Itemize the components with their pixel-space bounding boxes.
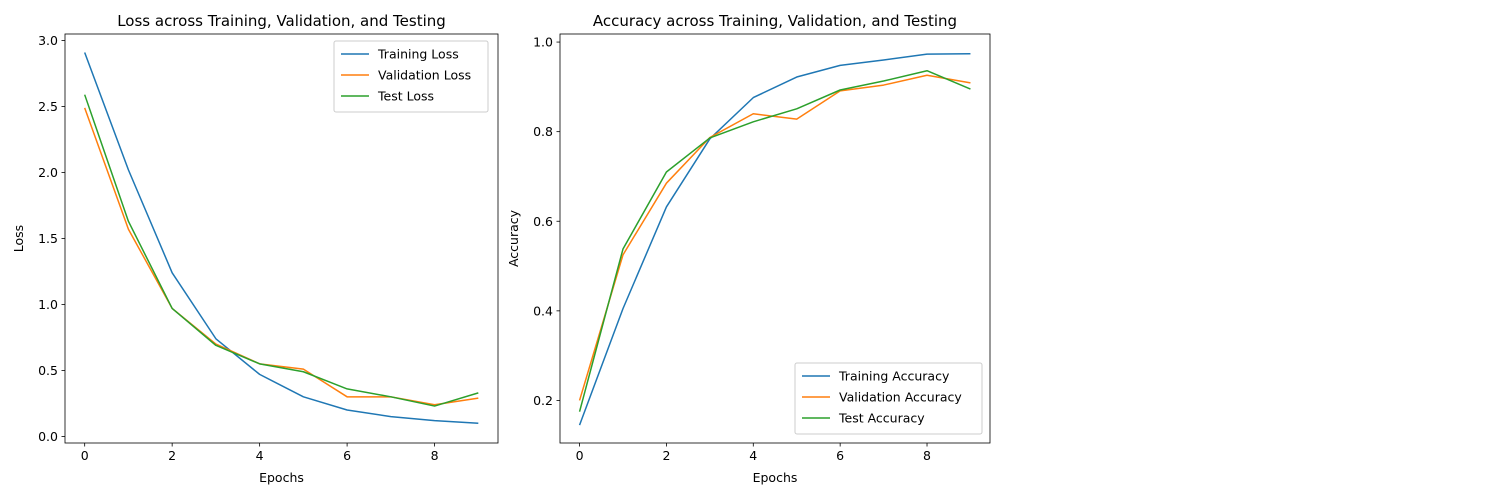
loss-y-tick-label: 2.5: [38, 99, 58, 114]
loss-x-tick-label: 0: [81, 448, 89, 463]
loss-legend-label: Training Loss: [377, 47, 459, 62]
loss-chart: Loss across Training, Validation, and Te…: [11, 12, 499, 485]
accuracy-y-tick-label: 0.4: [533, 303, 553, 318]
loss-y-axis-label: Loss: [11, 225, 26, 252]
loss-x-axis-label: Epochs: [259, 470, 304, 485]
loss-y-tick-label: 1.0: [38, 297, 58, 312]
loss-x-tick-label: 2: [168, 448, 176, 463]
loss-legend-box: [333, 40, 489, 113]
accuracy-series-line-training-accuracy: [578, 52, 971, 426]
accuracy-chart-title: Accuracy across Training, Validation, an…: [593, 12, 957, 30]
accuracy-x-tick-label: 6: [836, 448, 844, 463]
loss-x-tick-label: 6: [343, 448, 351, 463]
loss-series-line-training-loss: [83, 52, 479, 424]
accuracy-legend-label: Training Accuracy: [838, 369, 950, 384]
loss-y-tick-label: 0.0: [38, 429, 58, 444]
accuracy-chart: Accuracy across Training, Validation, an…: [506, 12, 991, 485]
accuracy-x-tick-label: 8: [923, 448, 931, 463]
loss-series-line-test-loss: [83, 94, 479, 407]
accuracy-series-line-test-accuracy: [578, 69, 971, 412]
loss-x-tick-label: 8: [431, 448, 439, 463]
accuracy-x-axis-label: Epochs: [753, 470, 798, 485]
accuracy-legend: Training Accuracy Validation Accuracy Test…: [794, 362, 983, 435]
accuracy-y-tick-label: 0.2: [533, 393, 553, 408]
accuracy-x-tick-label: 0: [576, 448, 584, 463]
accuracy-legend-box: [794, 362, 983, 435]
accuracy-plot-frame: [559, 33, 991, 444]
accuracy-legend-label: Validation Accuracy: [839, 390, 962, 405]
accuracy-x-tick-label: 4: [749, 448, 757, 463]
loss-x-tick-label: 4: [256, 448, 264, 463]
accuracy-y-tick-label: 0.6: [533, 214, 553, 229]
loss-y-tick-label: 0.5: [38, 363, 58, 378]
accuracy-series-line-validation-accuracy: [578, 74, 971, 401]
loss-y-tick-label: 3.0: [38, 33, 58, 48]
accuracy-y-axis-label: Accuracy: [506, 209, 521, 267]
loss-legend: Training Loss Validation Loss Test Loss: [333, 40, 489, 113]
accuracy-y-tick-label: 1.0: [533, 35, 553, 50]
loss-legend-label: Test Loss: [377, 89, 434, 104]
loss-y-tick-label: 2.0: [38, 165, 58, 180]
accuracy-legend-label: Test Accuracy: [838, 411, 925, 426]
loss-chart-title: Loss across Training, Validation, and Te…: [117, 12, 446, 30]
accuracy-y-tick-label: 0.8: [533, 124, 553, 139]
accuracy-x-tick-label: 2: [662, 448, 670, 463]
loss-legend-label: Validation Loss: [378, 68, 471, 83]
loss-y-tick-label: 1.5: [38, 231, 58, 246]
